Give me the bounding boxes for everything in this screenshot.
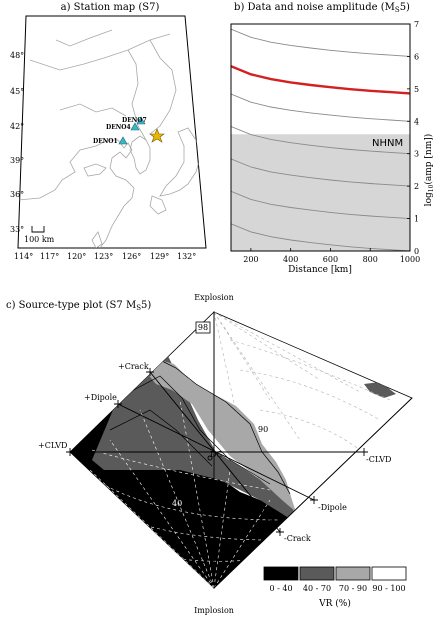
legend-label-40-70: 40 - 70 (303, 584, 331, 593)
amp-reference-line-6 (231, 223, 410, 251)
legend-swatch-70-90 (335, 566, 371, 581)
y-tick-label: 1 (414, 215, 419, 224)
amp-y-axis: 0 1 2 3 4 5 6 7 (407, 20, 419, 256)
x-tick-label: 400 (283, 255, 298, 264)
implosion-label: Implosion (194, 606, 234, 615)
coastlines (18, 29, 201, 248)
nhnm-band-rect (231, 134, 410, 251)
vr-region-40-70 (92, 356, 294, 520)
y-tick-label: 4 (414, 117, 419, 126)
amp-reference-line-3 (231, 126, 410, 155)
lat-tick-39: 39° (10, 156, 24, 165)
legend-swatch-0-40 (263, 566, 299, 581)
amp-y-label: log10(amp [nm]) (423, 134, 435, 207)
best-fit-box (195, 321, 211, 334)
station-deno1-icon (118, 136, 128, 145)
lon-tick-126: 126° (122, 252, 141, 261)
lon-tick-132: 132° (177, 252, 196, 261)
amp-title: b) Data and noise amplitude (MS5) (234, 2, 410, 14)
lat-tick-42: 42° (10, 122, 24, 131)
lat-tick-33: 33° (10, 225, 24, 234)
contour-90-label: 90 (258, 425, 268, 434)
x-tick-label: 600 (323, 255, 338, 264)
crack-axis (149, 371, 281, 533)
station-deno7-label: DENO7 (122, 117, 147, 124)
source-type-panel: c) Source-type plot (S7 MS5) (6, 293, 413, 615)
dc-label: DC (210, 450, 223, 459)
amplitude-panel: b) Data and noise amplitude (MS5) 200 400… (230, 2, 435, 275)
x-tick-label: 1000 (400, 255, 420, 264)
legend-title: VR (%) (318, 598, 351, 609)
legend-label-70-90: 70 - 90 (339, 584, 367, 593)
lon-tick-123: 123° (94, 252, 113, 261)
station-deno4-label: DENO4 (106, 124, 131, 131)
y-tick-label: 5 (414, 85, 419, 94)
nhnm-band (231, 134, 410, 251)
scale-label: 100 km (24, 235, 55, 244)
explosion-label: Explosion (194, 293, 233, 302)
tetra-axes (70, 312, 413, 589)
y-tick-label: 2 (414, 182, 419, 191)
map-title: a) Station map (S7) (61, 2, 160, 13)
station-map-panel: a) Station map (S7) 48° 45° 42° 39° 36° (10, 2, 207, 261)
lat-tick-45: 45° (10, 87, 24, 96)
scale-bar (31, 226, 45, 233)
edge (213, 397, 413, 589)
best-fit-label: 98 (198, 323, 208, 332)
minus-dipole-label: -Dipole (318, 503, 347, 512)
lon-tick-114: 114° (14, 252, 33, 261)
grid-light (213, 312, 391, 451)
y-tick-label: 3 (414, 150, 419, 159)
vr-region-70-90 (146, 360, 296, 512)
contour-40-label: 40 (172, 499, 182, 508)
lon-tick-117: 117° (40, 252, 59, 261)
x-tick-label: 800 (363, 255, 378, 264)
lat-tick-36: 36° (10, 190, 24, 199)
amp-reference-line-4 (231, 158, 410, 187)
lat-tick-48: 48° (10, 51, 24, 60)
station-deno4-icon (130, 122, 140, 131)
amp-frame (230, 23, 411, 252)
vr-legend: 0 - 40 40 - 70 70 - 90 90 - 100 VR (%) (263, 566, 407, 609)
plus-clvd-label: +CLVD (38, 441, 67, 450)
lon-tick-120: 120° (67, 252, 86, 261)
minus-clvd-label: -CLVD (366, 455, 391, 464)
minus-crack-label: -Crack (284, 534, 311, 543)
y-tick-label: 7 (414, 20, 419, 29)
nhnm-label: NHNM (372, 138, 403, 149)
map-frame (17, 15, 207, 249)
amp-x-label: Distance [km] (288, 265, 352, 275)
amp-data-line (231, 65, 410, 95)
legend-label-0-40: 0 - 40 (269, 584, 292, 593)
amp-series (231, 28, 410, 251)
amp-reference-line-5 (231, 190, 410, 220)
axis-markers (66, 368, 368, 536)
x-tick-label: 200 (243, 255, 258, 264)
vr-spot (364, 382, 396, 398)
amp-reference-line-2 (231, 93, 410, 122)
plus-dipole-label: +Dipole (84, 393, 117, 402)
y-tick-label: 6 (414, 52, 419, 61)
legend-swatch-90-100 (371, 566, 407, 581)
lon-tick-129: 129° (150, 252, 169, 261)
event-star-icon (149, 128, 165, 143)
plus-crack-label: +Crack (118, 362, 149, 371)
station-deno1-label: DENO1 (93, 138, 118, 145)
legend-swatch-40-70 (299, 566, 335, 581)
amp-reference-line-0 (231, 28, 410, 57)
station-deno7-icon (136, 116, 146, 125)
dipole-axis (117, 403, 315, 501)
amp-x-axis: 200 400 600 800 1000 (243, 248, 420, 264)
y-tick-label: 0 (414, 247, 419, 256)
src-title: c) Source-type plot (S7 MS5) (6, 300, 151, 312)
legend-label-90-100: 90 - 100 (372, 584, 405, 593)
